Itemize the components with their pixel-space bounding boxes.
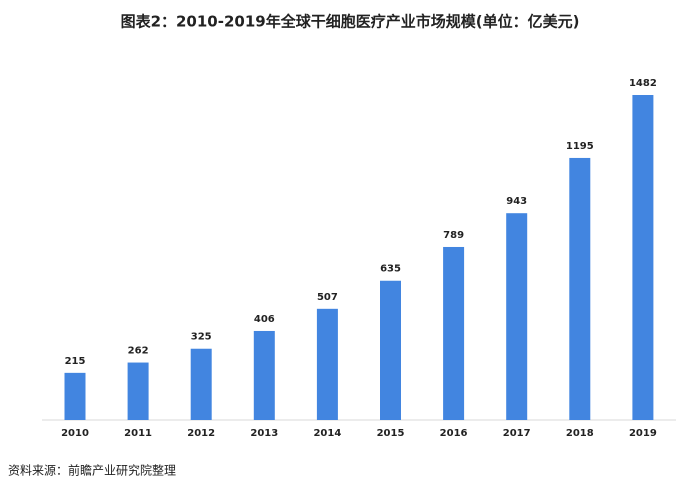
source-note: 资料来源：前瞻产业研究院整理 xyxy=(8,463,176,478)
bar xyxy=(253,330,275,420)
bar xyxy=(316,308,338,420)
value-label: 789 xyxy=(443,230,464,241)
chart-title: 图表2：2010-2019年全球干细胞医疗产业市场规模(单位：亿美元) xyxy=(121,13,580,31)
bar xyxy=(569,157,591,420)
value-label: 943 xyxy=(506,196,527,207)
bar xyxy=(506,213,528,420)
x-tick-label: 2016 xyxy=(440,428,468,439)
x-tick-label: 2010 xyxy=(61,428,89,439)
x-tick-label: 2019 xyxy=(629,428,657,439)
bar xyxy=(443,246,465,420)
bar xyxy=(127,362,149,420)
value-label: 406 xyxy=(254,314,275,325)
x-tick-label: 2014 xyxy=(313,428,341,439)
x-tick-label: 2018 xyxy=(566,428,594,439)
value-label: 635 xyxy=(380,264,401,275)
x-tick-label: 2015 xyxy=(377,428,405,439)
value-label: 507 xyxy=(317,292,338,303)
bar xyxy=(380,280,401,420)
x-tick-label: 2017 xyxy=(503,428,531,439)
value-label: 325 xyxy=(191,332,212,343)
bar xyxy=(190,348,212,420)
value-label: 215 xyxy=(65,356,86,367)
value-label: 1482 xyxy=(629,78,657,89)
value-label: 1195 xyxy=(566,141,594,152)
x-tick-label: 2012 xyxy=(187,428,215,439)
bar xyxy=(632,95,654,420)
bar xyxy=(64,372,86,420)
x-tick-label: 2011 xyxy=(124,428,152,439)
value-label: 262 xyxy=(128,346,149,357)
x-tick-label: 2013 xyxy=(250,428,278,439)
